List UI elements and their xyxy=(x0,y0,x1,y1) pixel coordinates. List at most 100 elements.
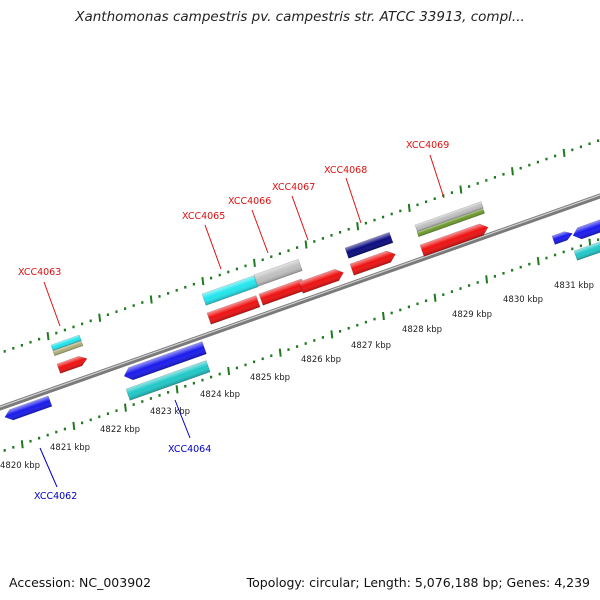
minor-tick xyxy=(210,276,213,280)
gene-xcc4063-cyan[interactable] xyxy=(50,334,82,352)
scale-label: 4825 kbp xyxy=(250,373,290,383)
minor-tick xyxy=(597,238,600,242)
minor-tick xyxy=(167,292,170,295)
minor-tick xyxy=(12,446,15,449)
scale-labels: 4820 kbp 4821 kbp 4822 kbp 4823 kbp 4824 kbp… xyxy=(0,281,594,471)
major-tick xyxy=(536,256,540,266)
minor-tick xyxy=(132,403,135,406)
backbone-line xyxy=(0,193,600,411)
gene-label-forward[interactable]: XCC4068 xyxy=(324,165,367,176)
lower-tick-track xyxy=(3,238,600,452)
scale-label: 4830 kbp xyxy=(503,295,543,305)
cds-xcc4065-shade xyxy=(207,295,261,325)
gene-label-forward[interactable]: XCC4067 xyxy=(272,182,315,193)
major-tick xyxy=(278,348,282,357)
minor-tick xyxy=(55,430,58,434)
gene-xcc4065-shade xyxy=(202,275,258,306)
minor-tick xyxy=(339,231,342,234)
minor-tick xyxy=(442,293,445,296)
minor-tick xyxy=(244,264,247,268)
minor-tick xyxy=(597,139,600,143)
cds-xcc4068-shade xyxy=(350,250,396,276)
feature-track[interactable] xyxy=(3,201,600,423)
cds-xcc4063[interactable] xyxy=(56,354,89,374)
gene-xcc4068[interactable] xyxy=(344,231,394,259)
minor-tick xyxy=(536,160,539,164)
scale-label: 4824 kbp xyxy=(200,390,240,400)
minor-tick xyxy=(433,197,436,201)
gene-right-blue[interactable] xyxy=(551,229,574,245)
gene-label-forward[interactable]: XCC4069 xyxy=(406,140,449,151)
label-leaders xyxy=(39,154,445,488)
leader-line xyxy=(345,177,362,224)
minor-tick xyxy=(364,221,367,225)
cds-xcc4064[interactable] xyxy=(125,360,211,401)
minor-tick xyxy=(296,345,299,348)
minor-tick xyxy=(339,330,342,333)
minor-tick xyxy=(81,421,84,425)
minor-tick xyxy=(132,304,135,307)
minor-tick xyxy=(227,270,230,274)
gene-label-forward[interactable]: XCC4063 xyxy=(18,267,61,278)
gene-label-forward[interactable]: XCC4065 xyxy=(182,211,225,222)
minor-tick xyxy=(46,433,49,437)
gene-xcc4065[interactable] xyxy=(201,275,259,306)
minor-tick xyxy=(253,360,256,364)
minor-tick xyxy=(313,240,316,243)
minor-tick xyxy=(511,268,514,272)
gene-label-forward[interactable]: XCC4066 xyxy=(228,196,271,207)
scale-label: 4822 kbp xyxy=(100,425,140,435)
cds-xcc4069-shade xyxy=(420,223,488,257)
gene-label-reverse[interactable]: XCC4062 xyxy=(34,491,77,502)
scale-label: 4826 kbp xyxy=(301,355,341,365)
minor-tick xyxy=(450,191,453,194)
major-tick xyxy=(459,185,463,194)
gene-xcc4066[interactable] xyxy=(253,258,303,287)
minor-tick xyxy=(115,409,118,412)
gene-xcc4064[interactable] xyxy=(122,341,207,383)
minor-tick xyxy=(158,394,161,397)
cds-xcc4068[interactable] xyxy=(349,249,397,276)
map-title: Xanthomonas campestris pv. campestris st… xyxy=(75,9,525,25)
minor-tick xyxy=(321,237,324,240)
minor-tick xyxy=(184,384,187,388)
minor-tick xyxy=(261,258,264,262)
gene-xcc4069-gray-shade xyxy=(415,201,484,232)
major-tick xyxy=(149,295,153,304)
cds-xcc4069[interactable] xyxy=(419,222,490,257)
cds-xcc4067[interactable] xyxy=(298,267,345,294)
minor-tick xyxy=(528,163,531,167)
minor-tick xyxy=(485,179,488,182)
minor-tick xyxy=(416,203,419,207)
gene-label-reverse[interactable]: XCC4064 xyxy=(168,444,211,455)
gene-xcc4069-green-shade xyxy=(417,208,485,237)
leader-line xyxy=(174,399,191,439)
gene-xcc4063-olive[interactable] xyxy=(52,340,84,357)
genome-backbone xyxy=(0,193,600,411)
gene-right-cyan[interactable] xyxy=(573,237,600,261)
minor-tick xyxy=(72,325,75,329)
minor-tick xyxy=(304,342,307,345)
minor-tick xyxy=(98,415,101,419)
major-tick xyxy=(201,277,205,286)
gene-xcc4062[interactable] xyxy=(3,395,53,422)
minor-tick xyxy=(579,145,582,149)
gene-xcc4063-cyan-shade xyxy=(51,334,82,351)
minor-tick xyxy=(502,271,505,275)
scale-label: 4823 kbp xyxy=(150,407,190,417)
gene-right-cyan-shade xyxy=(574,237,600,261)
gene-xcc4069-green[interactable] xyxy=(416,208,486,238)
gene-xcc4069-gray[interactable] xyxy=(414,201,484,232)
scale-label: 4829 kbp xyxy=(452,310,492,320)
minor-tick xyxy=(158,295,161,298)
minor-tick xyxy=(20,343,23,347)
gene-right-blue-2[interactable] xyxy=(571,216,600,242)
minor-tick xyxy=(184,285,187,289)
cds-xcc4065[interactable] xyxy=(206,295,261,325)
minor-tick xyxy=(450,290,453,293)
minor-tick xyxy=(425,200,428,204)
minor-tick xyxy=(416,302,419,306)
minor-tick xyxy=(261,357,264,361)
minor-tick xyxy=(425,299,428,303)
